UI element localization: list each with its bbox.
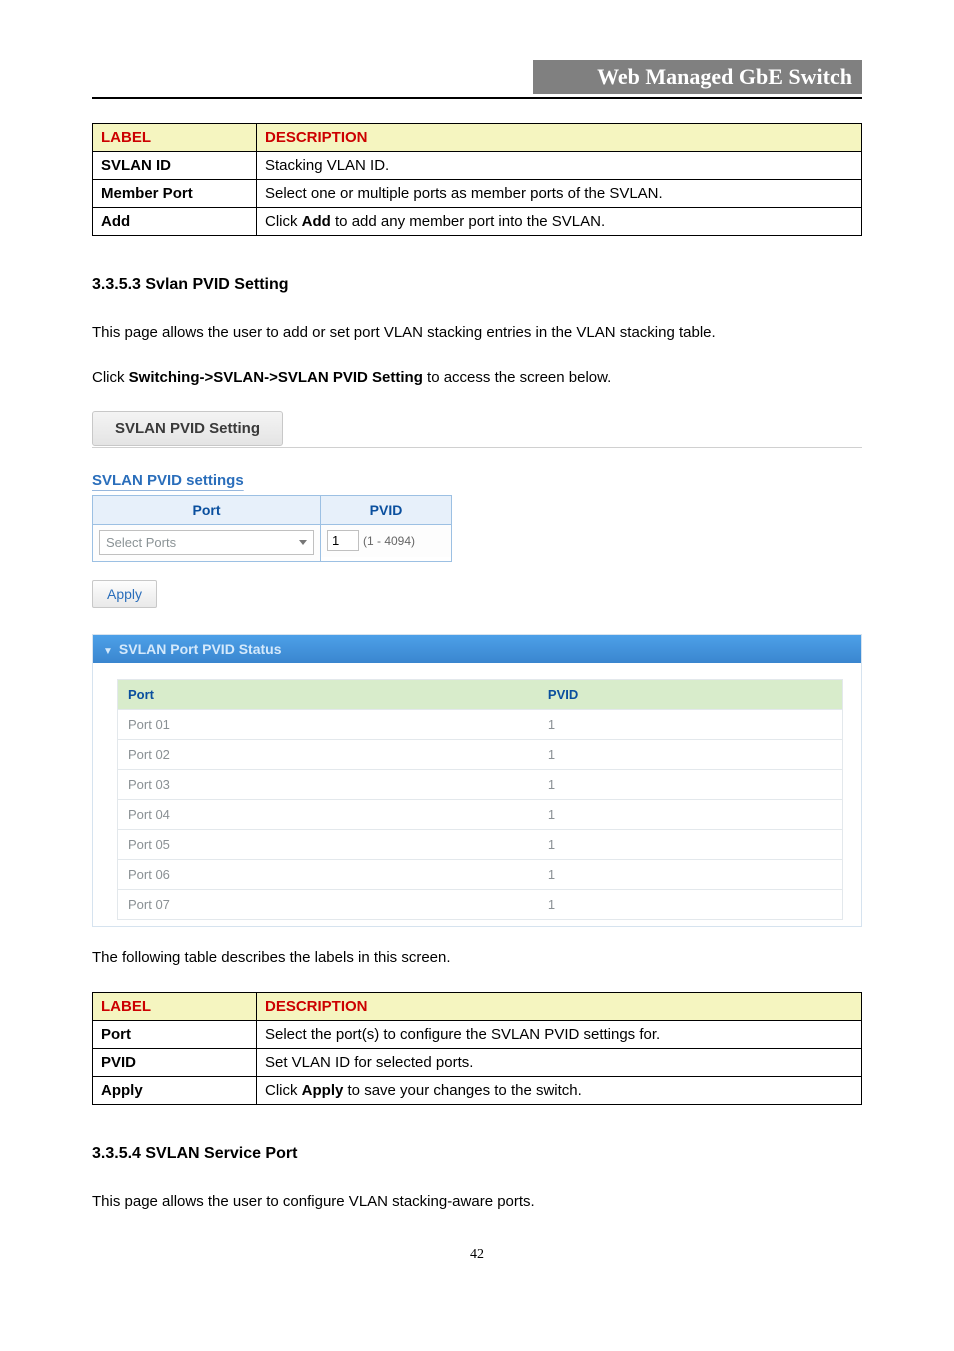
table-row: Member Port Select one or multiple ports… bbox=[93, 180, 862, 208]
select-ports-dropdown[interactable]: Select Ports bbox=[99, 530, 314, 555]
header-rule bbox=[92, 97, 862, 99]
table2-header-label: LABEL bbox=[93, 992, 257, 1020]
svlan-port-pvid-status-panel: ▼ SVLAN Port PVID Status Port PVID Port 0… bbox=[92, 634, 862, 927]
status-cell-pvid: 1 bbox=[538, 770, 842, 800]
status-cell-port: Port 07 bbox=[118, 890, 538, 920]
status-cell-port: Port 05 bbox=[118, 830, 538, 860]
status-cell-pvid: 1 bbox=[538, 890, 842, 920]
status-cell-pvid: 1 bbox=[538, 710, 842, 740]
table-row: Apply Click Apply to save your changes t… bbox=[93, 1076, 862, 1104]
s3353-p2-pre: Click bbox=[92, 369, 129, 386]
caret-down-icon: ▼ bbox=[103, 646, 113, 657]
select-ports-label: Select Ports bbox=[106, 535, 176, 550]
table2-r2-desc: Click Apply to save your changes to the … bbox=[257, 1076, 862, 1104]
table-row: Port 071 bbox=[118, 890, 842, 920]
label-desc-table-1: LABEL DESCRIPTION SVLAN ID Stacking VLAN… bbox=[92, 123, 862, 236]
table2-intro: The following table describes the labels… bbox=[92, 947, 862, 970]
table-row: Port 021 bbox=[118, 740, 842, 770]
status-cell-pvid: 1 bbox=[538, 740, 842, 770]
status-cell-pvid: 1 bbox=[538, 830, 842, 860]
svlan-pvid-settings-title: SVLAN PVID settings bbox=[92, 472, 862, 489]
t1r2-post: to add any member port into the SVLAN. bbox=[331, 213, 605, 230]
status-cell-port: Port 03 bbox=[118, 770, 538, 800]
capture-rule bbox=[92, 447, 862, 448]
table2-r0-desc: Select the port(s) to configure the SVLA… bbox=[257, 1020, 862, 1048]
table2-header-desc: DESCRIPTION bbox=[257, 992, 862, 1020]
status-cell-pvid: 1 bbox=[538, 800, 842, 830]
pvid-range-hint: (1 - 4094) bbox=[363, 534, 415, 548]
status-title: SVLAN Port PVID Status bbox=[119, 641, 282, 657]
table2-r1-desc: Set VLAN ID for selected ports. bbox=[257, 1048, 862, 1076]
table1-r0-label: SVLAN ID bbox=[93, 152, 257, 180]
table2-r0-label: Port bbox=[93, 1020, 257, 1048]
section-3353-p1: This page allows the user to add or set … bbox=[92, 322, 862, 345]
table1-r1-label: Member Port bbox=[93, 180, 257, 208]
table-row: Port 051 bbox=[118, 830, 842, 860]
s3353-p2-post: to access the screen below. bbox=[423, 369, 611, 386]
svlan-pvid-settings-box: Port Select Ports PVID (1 - 4094) bbox=[92, 495, 452, 562]
status-cell-port: Port 01 bbox=[118, 710, 538, 740]
status-cell-port: Port 02 bbox=[118, 740, 538, 770]
table-row: SVLAN ID Stacking VLAN ID. bbox=[93, 152, 862, 180]
table-row: PVID Set VLAN ID for selected ports. bbox=[93, 1048, 862, 1076]
table1-r0-desc: Stacking VLAN ID. bbox=[257, 152, 862, 180]
apply-button[interactable]: Apply bbox=[92, 580, 157, 608]
table1-r1-desc: Select one or multiple ports as member p… bbox=[257, 180, 862, 208]
label-desc-table-2: LABEL DESCRIPTION Port Select the port(s… bbox=[92, 992, 862, 1105]
status-th-port: Port bbox=[118, 680, 538, 710]
t1r2-bold: Add bbox=[302, 213, 331, 230]
table1-r2-desc: Click Add to add any member port into th… bbox=[257, 208, 862, 236]
table1-r2-label: Add bbox=[93, 208, 257, 236]
chevron-down-icon bbox=[299, 540, 307, 545]
settings-th-pvid: PVID bbox=[321, 496, 451, 525]
status-cell-pvid: 1 bbox=[538, 860, 842, 890]
table-row: Port Select the port(s) to configure the… bbox=[93, 1020, 862, 1048]
s3353-p2-bold: Switching->SVLAN->SVLAN PVID Setting bbox=[129, 369, 423, 386]
status-panel-header[interactable]: ▼ SVLAN Port PVID Status bbox=[93, 635, 861, 663]
status-cell-port: Port 04 bbox=[118, 800, 538, 830]
table-row: Port 011 bbox=[118, 710, 842, 740]
table2-r1-label: PVID bbox=[93, 1048, 257, 1076]
pvid-input[interactable] bbox=[327, 530, 359, 551]
status-th-pvid: PVID bbox=[538, 680, 842, 710]
section-3353-heading: 3.3.5.3 Svlan PVID Setting bbox=[92, 276, 862, 294]
table1-header-desc: DESCRIPTION bbox=[257, 124, 862, 152]
table-row: Port 031 bbox=[118, 770, 842, 800]
page-number: 42 bbox=[92, 1247, 862, 1263]
table-row: Port 041 bbox=[118, 800, 842, 830]
t1r2-pre: Click bbox=[265, 213, 302, 230]
table1-header-label: LABEL bbox=[93, 124, 257, 152]
page-header-banner: Web Managed GbE Switch bbox=[533, 60, 862, 94]
status-cell-port: Port 06 bbox=[118, 860, 538, 890]
settings-th-port: Port bbox=[93, 496, 320, 525]
capture-tab-heading: SVLAN PVID Setting bbox=[92, 411, 283, 446]
section-3353-p2: Click Switching->SVLAN->SVLAN PVID Setti… bbox=[92, 367, 862, 390]
t2r2-post: to save your changes to the switch. bbox=[343, 1082, 581, 1099]
table2-r2-label: Apply bbox=[93, 1076, 257, 1104]
section-3354-p1: This page allows the user to configure V… bbox=[92, 1191, 862, 1214]
t2r2-pre: Click bbox=[265, 1082, 302, 1099]
table-row: Add Click Add to add any member port int… bbox=[93, 208, 862, 236]
section-3354-heading: 3.3.5.4 SVLAN Service Port bbox=[92, 1145, 862, 1163]
table-row: Port 061 bbox=[118, 860, 842, 890]
status-table: Port PVID Port 011Port 021Port 031Port 0… bbox=[118, 679, 842, 920]
t2r2-bold: Apply bbox=[302, 1082, 344, 1099]
